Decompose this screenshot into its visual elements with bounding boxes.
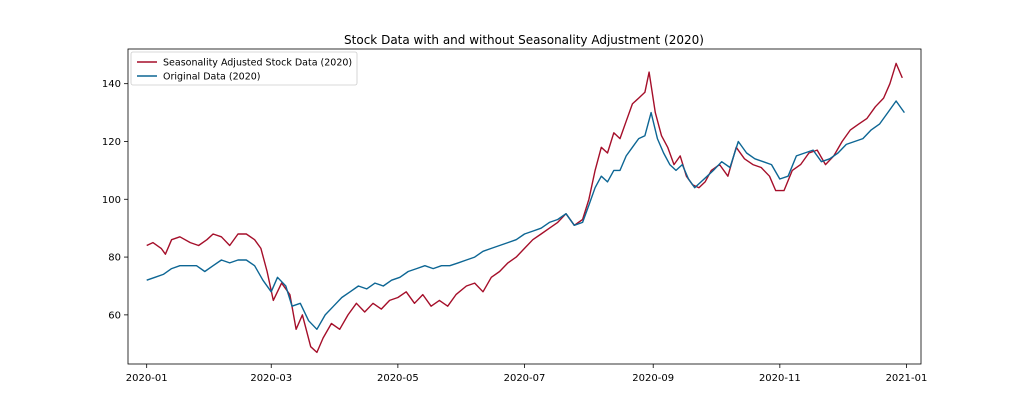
- legend-label-adjusted: Seasonality Adjusted Stock Data (2020): [163, 58, 352, 69]
- series-layer: [146, 62, 905, 354]
- x-tick-label: 2021-01: [886, 373, 928, 384]
- legend-box: [130, 51, 358, 86]
- x-tick-label: 2020-05: [377, 373, 419, 384]
- x-axis: 2020-01 2020-03 2020-05 2020-07 2020-09 2020-…: [126, 364, 928, 384]
- x-tick-label: 2020-01: [126, 373, 168, 384]
- x-tick-label: 2020-11: [759, 373, 801, 384]
- x-tick-label: 2020-07: [504, 373, 546, 384]
- y-axis: 60 80 100 120 140: [102, 79, 128, 321]
- series-line-original: [146, 100, 905, 330]
- y-tick-label: 120: [102, 137, 121, 148]
- x-tick-label: 2020-09: [632, 373, 674, 384]
- y-tick-label: 100: [102, 195, 121, 206]
- plot-area-frame: [127, 48, 922, 365]
- legend-label-original: Original Data (2020): [163, 72, 261, 83]
- y-tick-label: 140: [102, 79, 121, 90]
- y-tick-label: 60: [108, 310, 121, 321]
- x-tick-label: 2020-03: [250, 373, 292, 384]
- y-tick-label: 80: [108, 253, 121, 264]
- legend: Seasonality Adjusted Stock Data (2020) O…: [130, 51, 358, 86]
- series-line-adjusted: [146, 62, 903, 354]
- chart-title: Stock Data with and without Seasonality …: [344, 33, 704, 47]
